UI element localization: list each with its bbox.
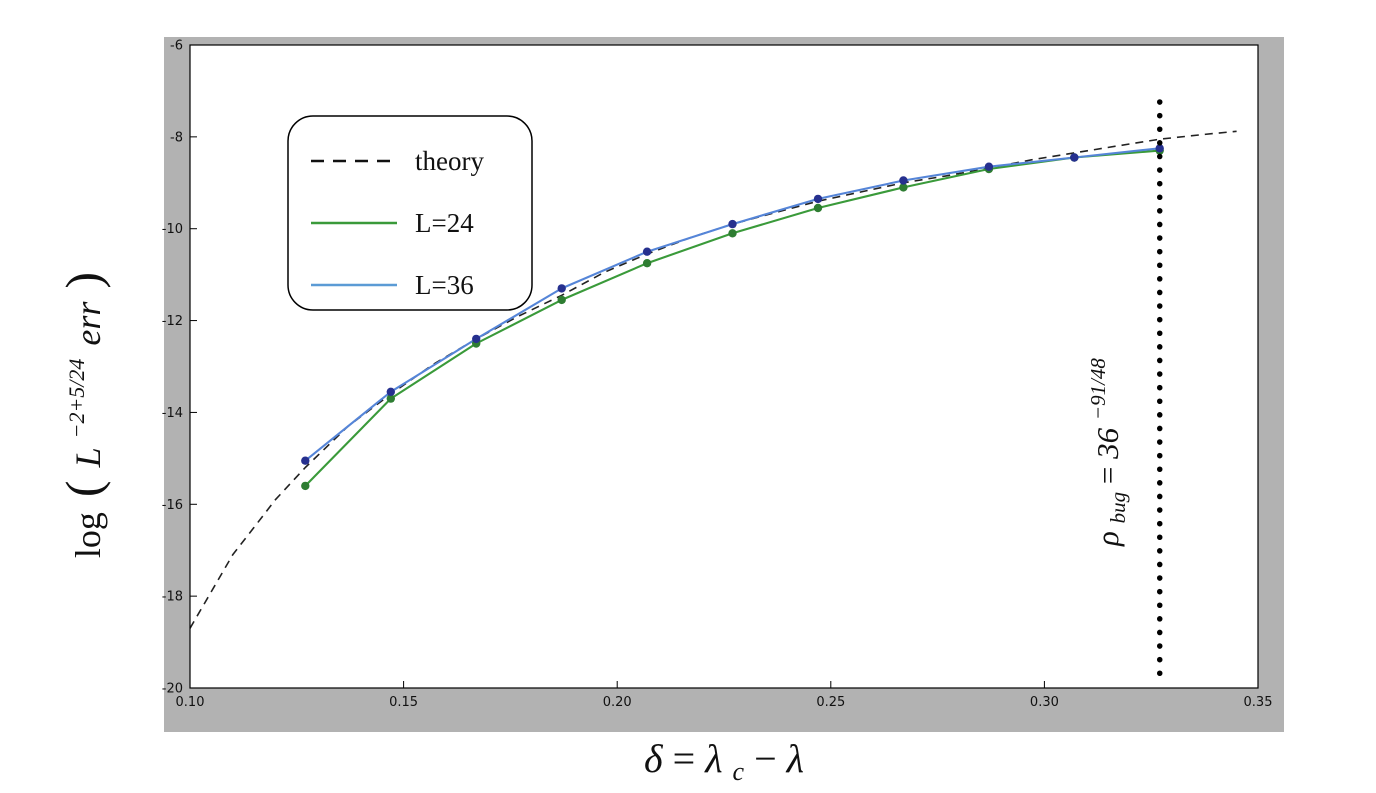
data-point-l-24 xyxy=(557,295,566,305)
y-label-exponent: −2+5/24 xyxy=(64,359,89,439)
data-point-l-36 xyxy=(813,194,823,204)
legend: theory L=24 L=36 xyxy=(287,115,533,311)
axis-ticks: 0.10 0.15 0.20 0.25 0.30 0.35 -6 -8 -10 -12 -14 -16… xyxy=(162,39,1273,711)
data-point-l-24 xyxy=(642,259,652,268)
data-point-l-36 xyxy=(1155,144,1164,153)
y-label-close-paren: ) xyxy=(55,272,111,289)
x-label-sub-c: c xyxy=(733,757,745,786)
y-label-base: L xyxy=(68,447,108,468)
x-label-lambda: λ xyxy=(786,736,804,781)
data-point-l-36 xyxy=(1070,153,1079,162)
data-point-l-36 xyxy=(899,176,908,185)
axis-frame xyxy=(189,44,1259,689)
data-point-l-24 xyxy=(813,203,823,213)
x-tick-label: 0.35 xyxy=(1244,695,1273,710)
legend-box xyxy=(287,115,533,311)
series-line-theory xyxy=(189,130,1237,629)
x-tick-label: 0.15 xyxy=(389,695,418,710)
data-point-l-36 xyxy=(642,247,652,256)
annotation-sub: bug xyxy=(1106,492,1130,524)
y-tick-label: -18 xyxy=(162,590,183,605)
y-label-open-paren: ( xyxy=(55,480,111,497)
data-point-l-36 xyxy=(301,456,310,465)
data-point-l-36 xyxy=(386,387,395,396)
legend-label-l36: L=36 xyxy=(415,270,474,300)
y-label-err: err xyxy=(68,301,108,346)
y-axis-label: log ( L −2+5/24 err ) xyxy=(52,272,111,558)
x-label-equals: = xyxy=(673,736,706,781)
y-tick-label: -12 xyxy=(162,314,183,329)
x-label-lambda-c: λ xyxy=(704,736,722,781)
annotation-exponent: −91/48 xyxy=(1086,358,1110,421)
y-tick-label: -6 xyxy=(170,39,183,54)
x-label-delta: δ xyxy=(644,736,664,781)
y-tick-label: -10 xyxy=(162,222,183,237)
data-point-l-24 xyxy=(728,229,737,238)
data-markers xyxy=(301,144,1164,491)
data-point-l-24 xyxy=(899,183,908,192)
y-tick-label: -16 xyxy=(162,498,183,513)
data-point-l-36 xyxy=(557,284,566,293)
data-point-l-24 xyxy=(301,481,310,491)
legend-label-theory: theory xyxy=(415,146,484,176)
y-tick-label: -20 xyxy=(162,682,183,697)
x-tick-label: 0.20 xyxy=(603,695,632,710)
annotation-base: 36 xyxy=(1090,427,1125,460)
x-label-minus: − xyxy=(754,736,787,781)
x-tick-label: 0.10 xyxy=(176,695,205,710)
y-label-log: log xyxy=(68,512,108,558)
annotation-rho: ρ xyxy=(1090,531,1125,547)
x-axis-label: δ = λ c − λ xyxy=(644,736,804,789)
y-tick-label: -8 xyxy=(170,130,183,145)
annotation-equals: = xyxy=(1090,459,1125,484)
legend-label-l24: L=24 xyxy=(415,208,474,238)
data-point-l-36 xyxy=(472,334,481,344)
x-tick-label: 0.25 xyxy=(816,695,845,710)
data-point-l-24 xyxy=(386,394,395,403)
data-point-l-36 xyxy=(728,219,737,229)
x-tick-label: 0.30 xyxy=(1030,695,1059,710)
y-tick-label: -14 xyxy=(162,406,183,421)
vline-annotation: ρ bug = 36 −91/48 xyxy=(1086,358,1132,547)
data-point-l-36 xyxy=(984,162,994,171)
